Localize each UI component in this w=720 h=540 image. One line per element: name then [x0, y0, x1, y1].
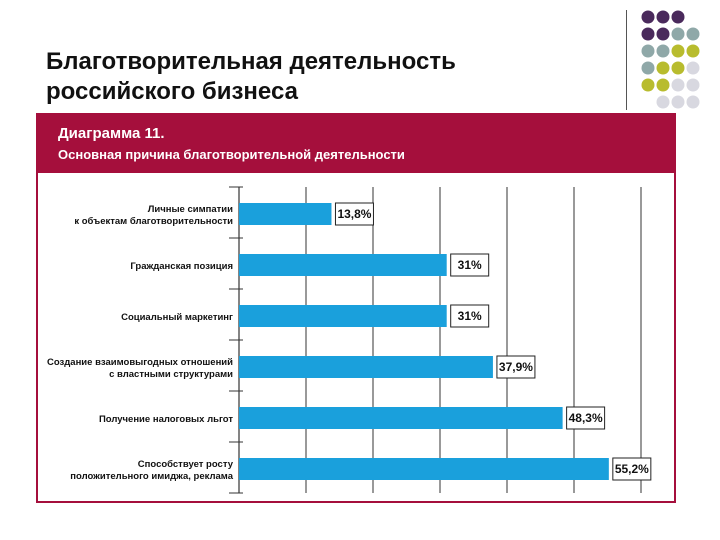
decorative-dot: [641, 44, 655, 58]
category-label: Создание взаимовыгодных отношений: [47, 357, 233, 368]
slide-title-line-2: российского бизнеса: [46, 78, 298, 105]
decorative-dot: [641, 27, 655, 41]
decorative-dot: [671, 27, 685, 41]
bar: [239, 458, 609, 480]
category-label: Гражданская позиция: [130, 261, 233, 272]
category-label: к объектам благотворительности: [74, 216, 233, 227]
decorative-dot: [686, 27, 700, 41]
value-label-box: [450, 304, 490, 328]
figure-header: Диаграмма 11. Основная причина благотвор…: [38, 115, 674, 173]
category-label: Социальный маркетинг: [121, 312, 233, 323]
decorative-dot: [671, 61, 685, 75]
value-label-box: [496, 355, 536, 379]
decorative-dot: [656, 44, 670, 58]
value-label: 31%: [458, 309, 482, 323]
bar: [239, 203, 332, 225]
value-label-box: [612, 457, 652, 481]
decorative-dot: [656, 95, 670, 109]
category-label: с властными структурами: [109, 369, 233, 380]
decorative-dot: [641, 61, 655, 75]
value-label: 37,9%: [499, 360, 533, 374]
value-label: 13,8%: [337, 207, 371, 221]
chart-figure: Диаграмма 11. Основная причина благотвор…: [36, 113, 676, 503]
decorative-dot: [641, 10, 655, 24]
bar: [239, 305, 447, 327]
decorative-dot-grid: [641, 10, 700, 109]
decorative-dot: [656, 78, 670, 92]
title-divider: [626, 10, 627, 110]
decorative-dot: [671, 44, 685, 58]
decorative-dot: [686, 78, 700, 92]
decorative-dot: [656, 61, 670, 75]
category-label: Способствует росту: [138, 459, 234, 470]
decorative-dot: [686, 61, 700, 75]
decorative-dot: [641, 78, 655, 92]
decorative-dot: [686, 44, 700, 58]
decorative-dot: [656, 27, 670, 41]
bar: [239, 254, 447, 276]
value-label: 55,2%: [615, 462, 649, 476]
decorative-dot: [686, 95, 700, 109]
category-label: Личные симпатии: [148, 204, 233, 215]
value-label-box: [450, 253, 490, 277]
value-label: 31%: [458, 258, 482, 272]
bar: [239, 356, 493, 378]
decorative-dot: [671, 78, 685, 92]
slide-title: Благотворительная деятельность российско…: [46, 47, 606, 107]
figure-caption: Основная причина благотворительной деяте…: [58, 147, 405, 162]
value-label-box: [566, 406, 606, 430]
decorative-dot: [656, 10, 670, 24]
category-label: положительного имиджа, реклама: [70, 471, 233, 482]
bar: [239, 407, 563, 429]
value-label-box: [334, 202, 374, 226]
category-label: Получение налоговых льгот: [99, 414, 233, 425]
decorative-dot: [671, 10, 685, 24]
figure-number: Диаграмма 11.: [58, 125, 165, 142]
decorative-dot: [671, 95, 685, 109]
value-label: 48,3%: [569, 411, 603, 425]
slide-title-line-1: Благотворительная деятельность: [46, 48, 456, 75]
